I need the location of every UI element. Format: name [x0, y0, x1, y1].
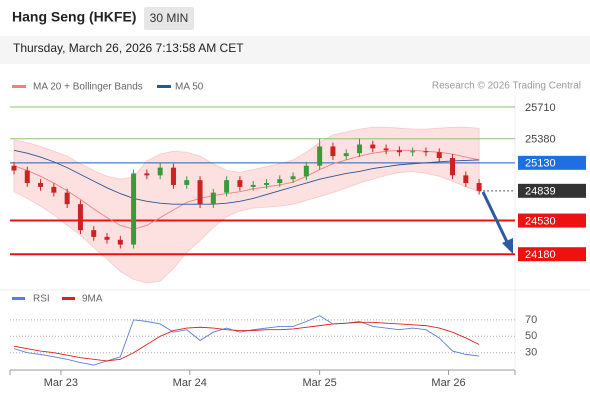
level-label-box	[518, 213, 586, 228]
x-tick-label: Mar 24	[173, 377, 207, 389]
level-label: 25710	[525, 102, 556, 114]
candle-body	[237, 180, 243, 187]
legend-swatch	[12, 297, 25, 300]
candle-body	[463, 175, 469, 184]
y-tick-label: 70	[525, 314, 537, 326]
level-label-box	[518, 183, 586, 198]
candle-body	[436, 152, 442, 159]
candle-body	[117, 239, 123, 245]
candle-body	[38, 183, 44, 187]
y-tick-label: 30	[525, 347, 537, 359]
candle-body	[357, 144, 363, 154]
candle-body	[423, 151, 429, 153]
legend-label: MA 50	[175, 82, 204, 93]
source: Research © 2026 Trading Central	[432, 81, 581, 92]
candle-body	[157, 167, 163, 176]
candle-body	[263, 183, 269, 185]
candle-body	[330, 146, 336, 157]
x-tick-label: Mar 26	[431, 377, 465, 389]
candle-body	[131, 173, 137, 245]
candle-body	[250, 184, 256, 187]
candle-body	[184, 180, 190, 185]
title: Hang Seng (HKFE)	[12, 9, 136, 25]
candle-body	[370, 144, 376, 149]
candle-body	[476, 183, 482, 191]
legend-swatch	[12, 85, 26, 88]
candle-body	[91, 230, 97, 237]
candle-body	[224, 180, 230, 193]
candle-body	[383, 148, 389, 151]
level-label-box	[518, 247, 586, 262]
candle-body	[290, 176, 296, 180]
level-label-box	[518, 155, 586, 170]
candle-body	[317, 146, 323, 166]
forecast-arrow	[481, 191, 513, 254]
candle-body	[343, 153, 349, 157]
timestamp: Thursday, March 26, 2026 7:13:58 AM CET	[13, 41, 244, 55]
legend-label: RSI	[33, 294, 50, 305]
candle-body	[144, 173, 150, 176]
candle-body	[64, 192, 70, 205]
timeframe: 30 MIN	[150, 11, 189, 25]
timeframe-badge	[144, 7, 194, 30]
legend-swatch	[157, 85, 171, 88]
legend-label: 9MA	[82, 294, 103, 305]
moving-average	[13, 149, 480, 205]
y-tick-label: 50	[525, 330, 537, 342]
level-label: 25380	[525, 134, 556, 146]
candle-body	[410, 151, 416, 153]
level-label: 25130	[525, 158, 556, 170]
candle-body	[277, 179, 283, 184]
legend-swatch	[62, 297, 75, 300]
candle-body	[450, 158, 456, 176]
rsi-line	[13, 321, 480, 362]
level-label: 24530	[525, 215, 556, 227]
legend-label: MA 20 + Bollinger Bands	[33, 82, 143, 93]
candle-body	[104, 236, 110, 240]
level-label: 24839	[525, 186, 556, 198]
x-tick-label: Mar 23	[44, 377, 78, 389]
candle-body	[303, 165, 309, 177]
candle-body	[170, 167, 176, 185]
x-tick-label: Mar 25	[303, 377, 337, 389]
candle-body	[197, 180, 203, 205]
candle-body	[24, 170, 30, 184]
candle-body	[11, 165, 17, 171]
date-bar	[0, 36, 590, 64]
candle-body	[210, 192, 216, 205]
candle-body	[77, 204, 83, 231]
level-label: 24180	[525, 249, 556, 261]
candle-body	[396, 150, 402, 153]
candle-body	[51, 186, 57, 193]
